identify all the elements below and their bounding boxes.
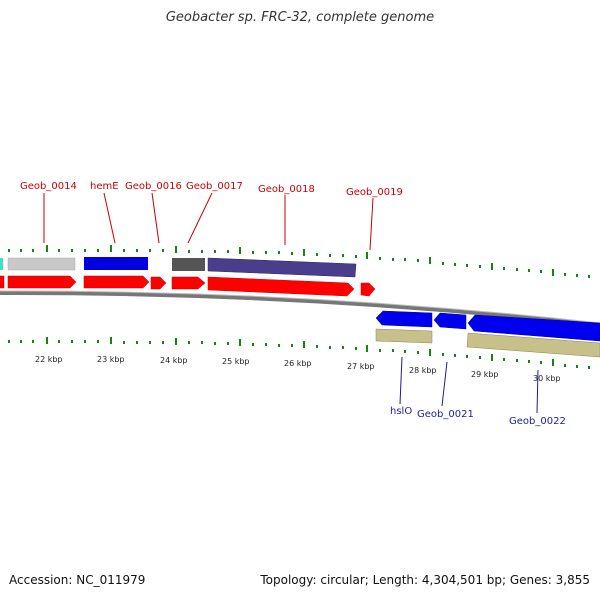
gene-arrow-hslO <box>375 310 433 328</box>
gene-label-Geob_0021: Geob_0021 <box>417 409 474 420</box>
gene-block <box>0 258 3 270</box>
cog-lane-upper <box>0 257 357 278</box>
gene-block <box>466 332 600 358</box>
gene-label-Geob_0016: Geob_0016 <box>125 181 182 192</box>
kbp-label: 27 kbp <box>347 362 375 371</box>
cog-lane-lower <box>375 328 600 358</box>
kbp-label: 23 kbp <box>97 355 125 364</box>
gene-arrow-Geob_0019 <box>360 282 376 297</box>
gene-arrow-Geob_0017 <box>171 276 206 290</box>
gene-block <box>207 257 357 278</box>
gene-block <box>84 257 148 270</box>
gene-arrow-Geob_0022 <box>467 314 600 342</box>
gene-arrow-Geob_0021 <box>433 312 467 330</box>
forward-strand-genes <box>0 275 376 297</box>
genome-summary: Topology: circular; Length: 4,304,501 bp… <box>260 573 590 587</box>
gene-label-Geob_0022: Geob_0022 <box>509 416 566 427</box>
gene-label-hemE: hemE <box>90 181 119 192</box>
genome-backbone <box>0 290 600 327</box>
gene-block <box>172 258 205 271</box>
gene-label-hslO: hslO <box>390 406 412 417</box>
accession-label: Accession: NC_011979 <box>9 573 146 587</box>
outer-ticks <box>8 245 590 278</box>
map-title: Geobacter sp. FRC-32, complete genome <box>165 10 435 25</box>
gene-block <box>375 328 433 344</box>
gene-label-Geob_0017: Geob_0017 <box>186 181 243 192</box>
inner-ticks <box>8 337 590 369</box>
gene-block <box>7 257 76 271</box>
gene-label-Geob_0014: Geob_0014 <box>20 181 77 192</box>
reverse-strand-genes <box>375 310 600 342</box>
gene-arrow-left-partial <box>0 275 5 289</box>
kbp-label: 24 kbp <box>160 356 188 365</box>
gene-label-Geob_0018: Geob_0018 <box>258 184 315 195</box>
kbp-label: 25 kbp <box>222 357 250 366</box>
kbp-label: 30 kbp <box>533 374 561 383</box>
bottom-leader-lines <box>399 356 539 414</box>
genome-backbone-highlight <box>0 290 600 324</box>
gene-label-Geob_0019: Geob_0019 <box>346 187 403 198</box>
top-leader-lines <box>43 192 374 251</box>
kbp-label: 29 kbp <box>471 370 499 379</box>
kbp-label: 26 kbp <box>284 359 312 368</box>
gene-arrow-hemE <box>83 275 150 289</box>
gene-arrow-Geob_0014 <box>7 275 77 289</box>
gene-arrow-Geob_0018 <box>207 276 355 297</box>
kbp-label: 22 kbp <box>35 355 63 364</box>
gene-arrow-Geob_0016 <box>150 276 167 290</box>
kbp-label: 28 kbp <box>409 366 437 375</box>
